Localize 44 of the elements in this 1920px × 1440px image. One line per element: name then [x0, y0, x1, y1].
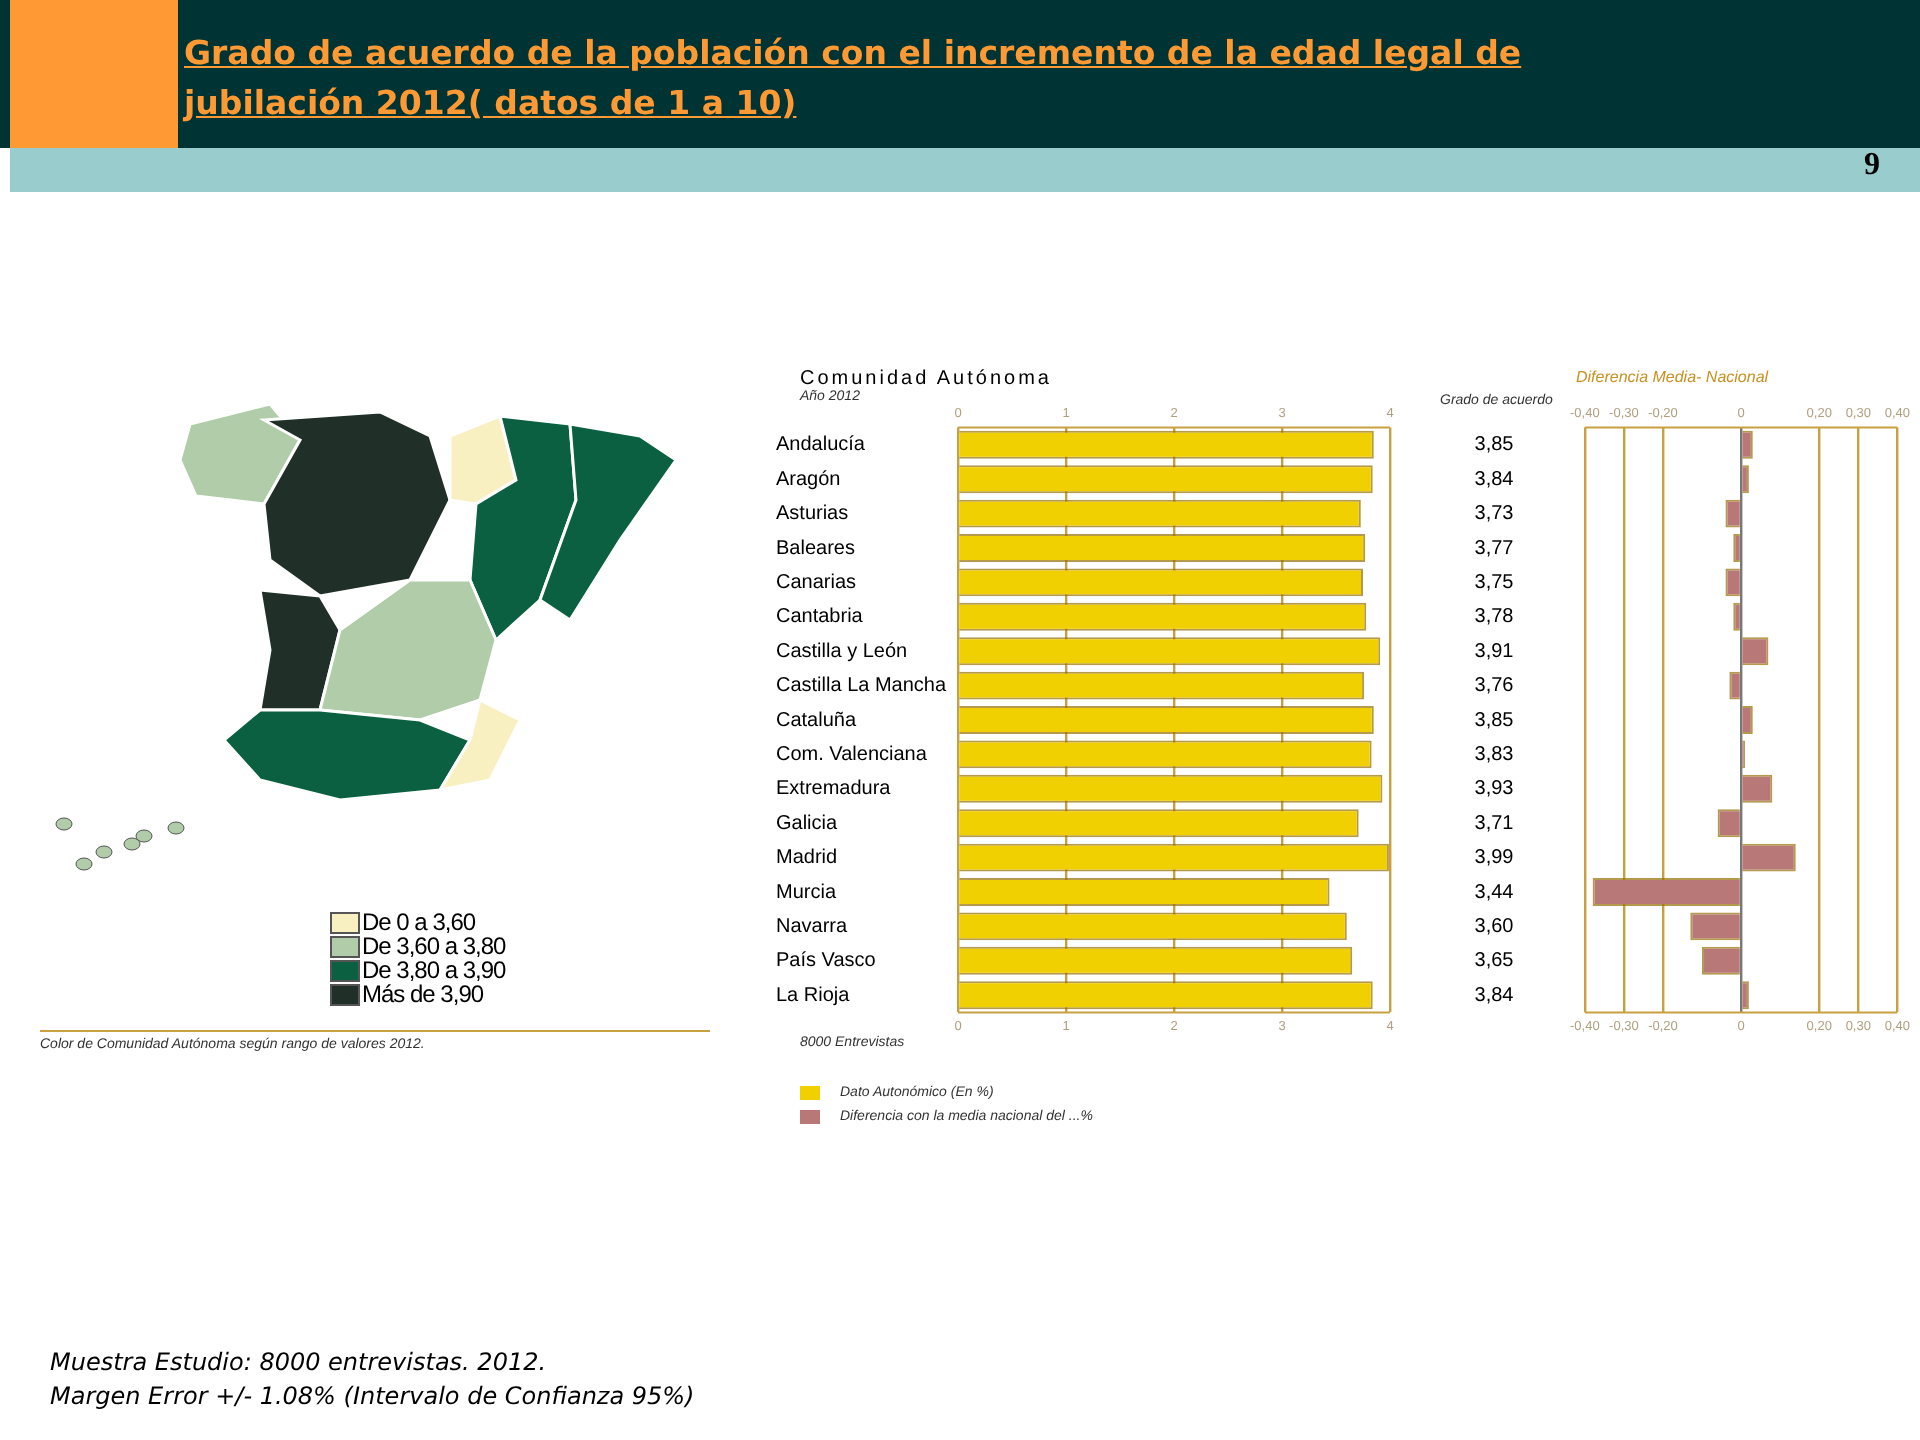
- category-label: Más de 3,90: [362, 980, 484, 1008]
- text: Grado de acuerdo de la población con el incremento de la edad legal de jubilación 2012( datos de 1 a 10): [184, 32, 1524, 126]
- data-label: 3,83: [1474, 743, 1515, 766]
- data-label: 3,75: [1474, 571, 1515, 594]
- data-label: 3,44: [1474, 881, 1515, 904]
- y-tick-label: Madrid: [776, 847, 838, 870]
- data-label: 3,71: [1474, 812, 1515, 835]
- y-tick-label: Aragón: [776, 468, 841, 491]
- text: Muestra Estudio: 8000 entrevistas. 2012.: [50, 1348, 547, 1376]
- data-label: 3,73: [1474, 503, 1515, 526]
- y-tick-label: Cataluña: [776, 709, 857, 732]
- y-tick-label: Andalucía: [776, 434, 866, 457]
- y-tick-label: Castilla y León: [776, 640, 908, 663]
- data-label: 3,91: [1474, 640, 1515, 663]
- y-tick-label: Cantabria: [776, 606, 864, 629]
- category-label: De 3,80 a 3,90: [362, 956, 506, 984]
- data-label: 3,77: [1474, 537, 1515, 560]
- data-label: 3,78: [1474, 606, 1515, 629]
- chart-title: Diferencia Media- Nacional: [1576, 368, 1769, 386]
- y-tick-label: Navarra: [776, 915, 849, 938]
- category-label: De 0 a 3,60: [362, 908, 476, 936]
- data-label: 3,76: [1474, 675, 1515, 698]
- data-label: 3,93: [1474, 778, 1515, 801]
- y-tick-label: Canarias: [776, 571, 857, 594]
- data-label: 3,99: [1474, 847, 1515, 870]
- y-tick-label: Asturias: [776, 503, 849, 526]
- data-label: 3,84: [1474, 468, 1515, 491]
- data-label: 3,84: [1474, 984, 1515, 1007]
- data-label: 3,65: [1474, 950, 1515, 973]
- text: 9: [1864, 148, 1880, 184]
- y-tick-label: Galicia: [776, 812, 839, 835]
- y-tick-label: Com. Valenciana: [776, 743, 928, 766]
- y-tick-label: País Vasco: [776, 950, 877, 973]
- y-tick-label: Baleares: [776, 537, 855, 560]
- y-tick-label: Murcia: [776, 881, 837, 904]
- category-label: De 3,60 a 3,80: [362, 932, 506, 960]
- y-tick-label: Castilla La Mancha: [776, 675, 947, 698]
- chart-title: Comunidad Autónoma: [800, 368, 1052, 390]
- data-label: 3,85: [1474, 709, 1515, 732]
- y-tick-label: La Rioja: [776, 984, 851, 1007]
- data-label: 3,85: [1474, 434, 1515, 457]
- text: Margen Error +/- 1.08% (Intervalo de Confianza 95%): [50, 1382, 695, 1410]
- y-tick-label: Extremadura: [776, 778, 892, 801]
- data-label: 3,60: [1474, 915, 1515, 938]
